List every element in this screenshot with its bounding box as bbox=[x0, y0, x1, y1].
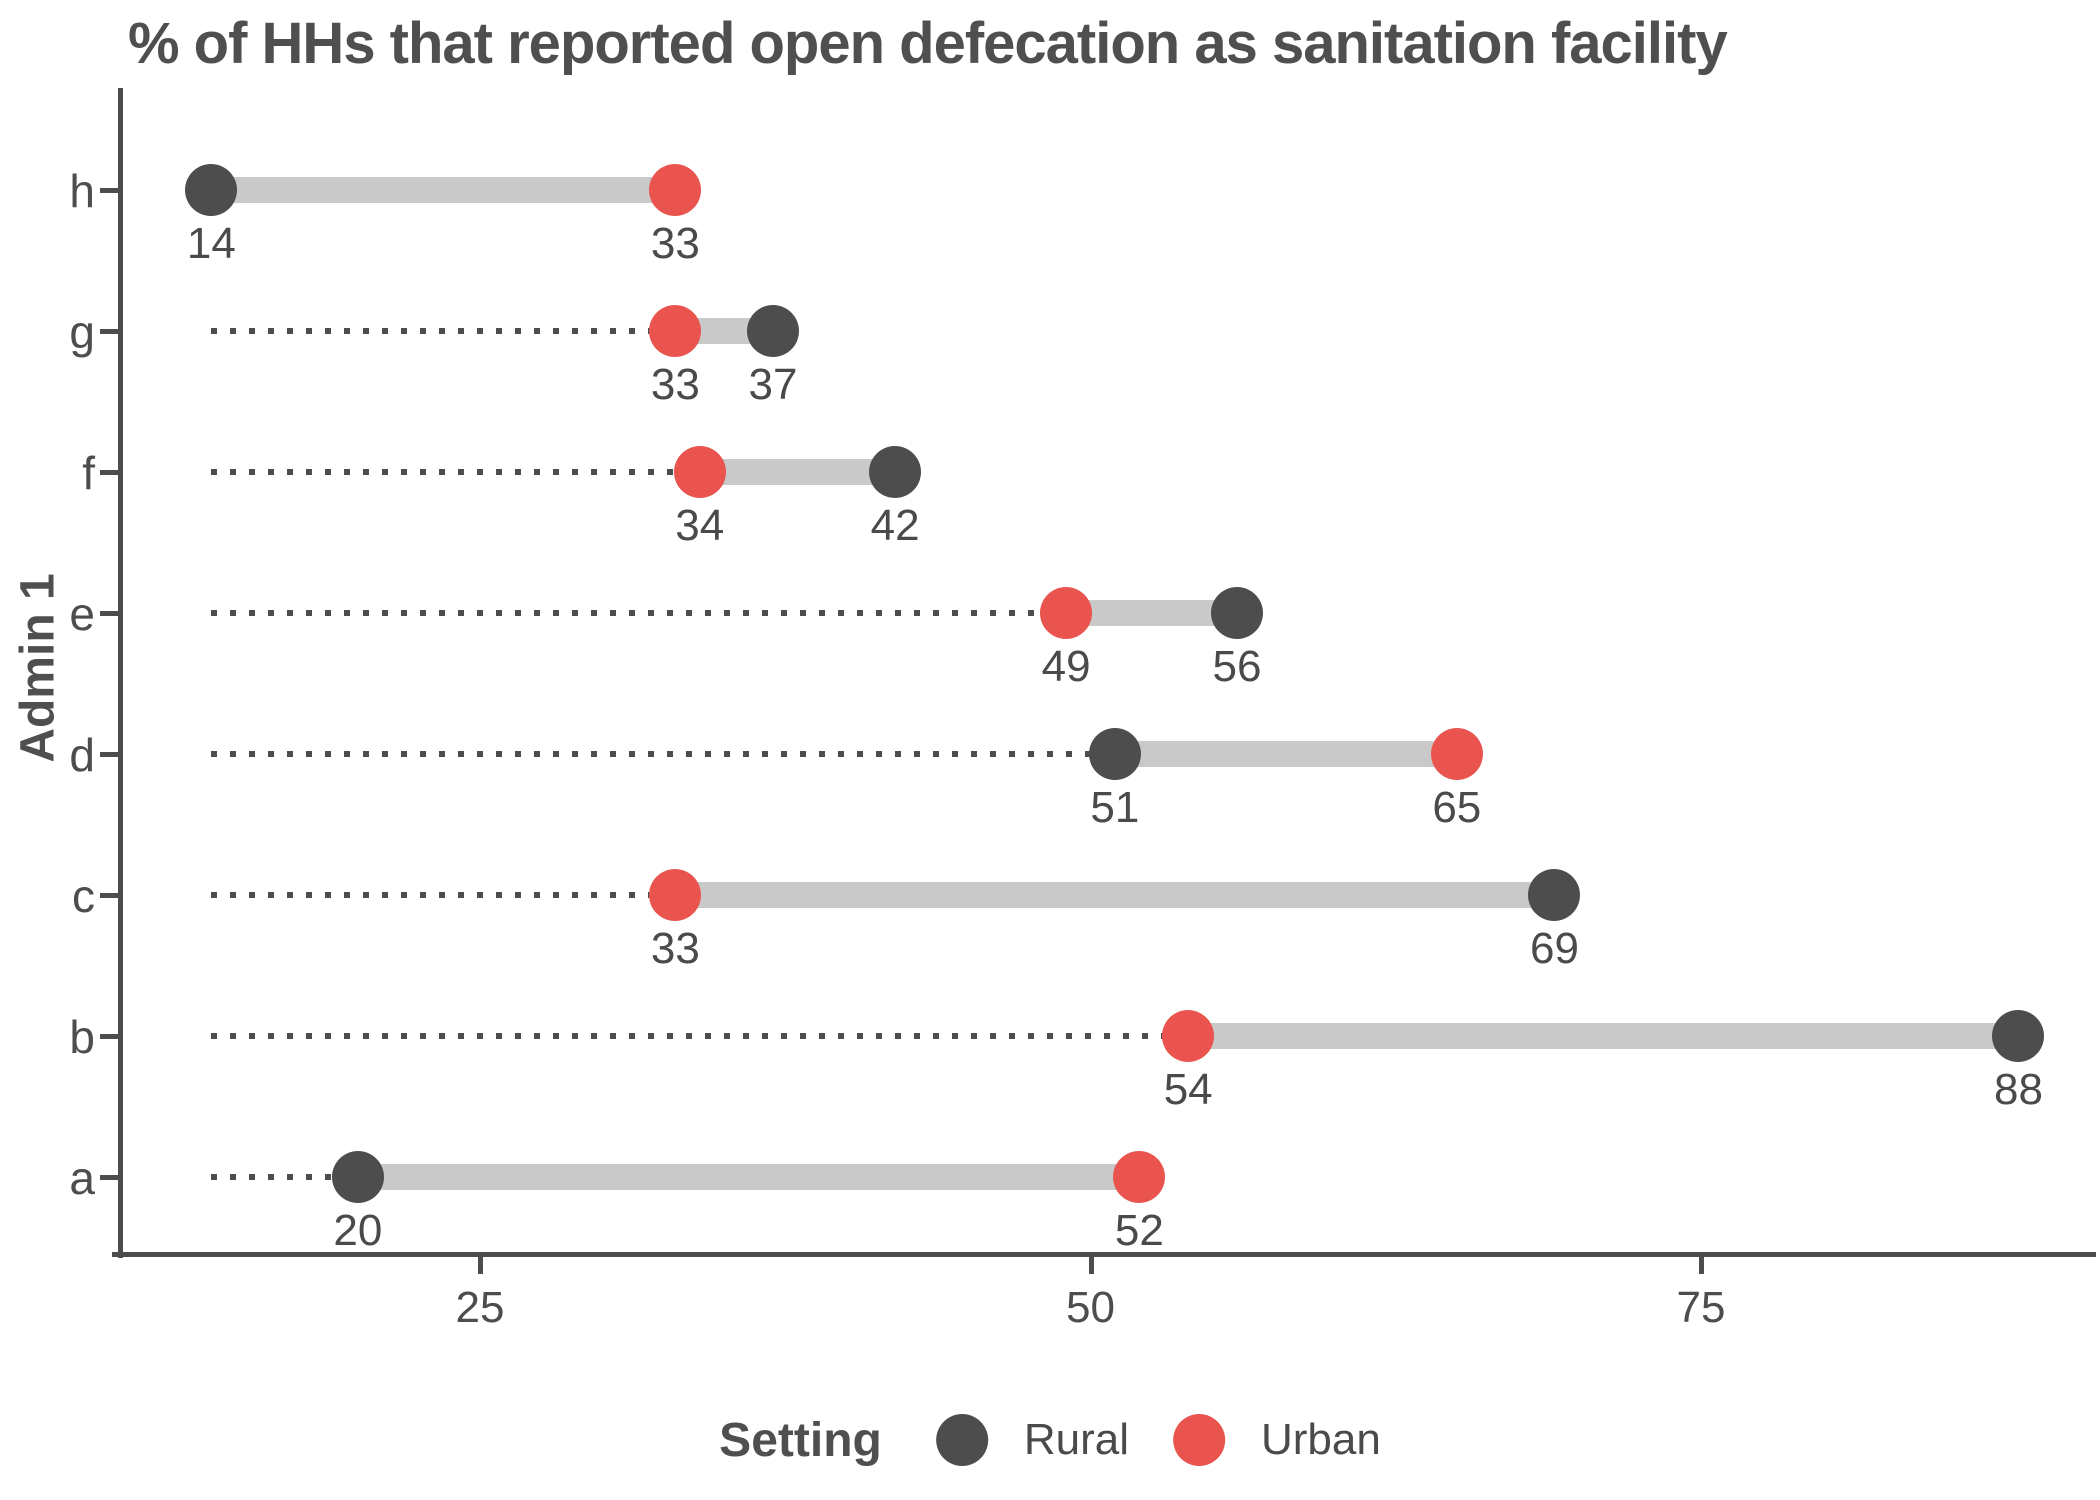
rural-value-label: 56 bbox=[1212, 642, 1262, 691]
y-tick-label: e bbox=[69, 588, 95, 640]
y-tick-mark bbox=[100, 1175, 118, 1180]
legend-item-urban: Urban bbox=[1172, 1414, 1381, 1466]
y-tick-label: f bbox=[82, 447, 95, 499]
urban-dot bbox=[649, 305, 702, 357]
urban-value-label: 49 bbox=[1041, 642, 1091, 691]
y-tick-mark bbox=[100, 752, 118, 757]
x-tick-mark bbox=[1088, 1254, 1094, 1274]
rural-dot bbox=[1528, 869, 1581, 921]
x-tick-mark bbox=[478, 1254, 483, 1274]
urban-value-label: 33 bbox=[650, 360, 700, 409]
rural-legend-label: Rural bbox=[1023, 1415, 1129, 1464]
urban-dot bbox=[673, 446, 726, 498]
rural-dot bbox=[1211, 587, 1264, 639]
x-tick-label: 50 bbox=[1066, 1283, 1115, 1332]
leader-line bbox=[211, 1174, 358, 1180]
leader-line bbox=[211, 751, 1115, 757]
connector-bar bbox=[675, 882, 1555, 908]
urban-dot bbox=[649, 869, 702, 921]
urban-dot bbox=[1430, 728, 1483, 780]
x-axis-line bbox=[112, 1252, 2096, 1257]
connector-bar bbox=[1188, 1023, 2019, 1049]
rural-dot bbox=[1088, 728, 1141, 780]
connector-bar bbox=[1066, 600, 1238, 626]
urban-value-label: 33 bbox=[650, 924, 700, 973]
y-axis-line bbox=[118, 88, 123, 1258]
leader-line bbox=[211, 1033, 1189, 1039]
rural-value-label: 42 bbox=[870, 501, 920, 550]
rural-value-label: 20 bbox=[333, 1206, 383, 1255]
y-tick-mark bbox=[100, 329, 118, 334]
y-tick-label: d bbox=[69, 729, 95, 781]
rural-value-label: 51 bbox=[1090, 783, 1140, 832]
urban-value-label: 65 bbox=[1432, 783, 1482, 832]
y-tick-label: c bbox=[72, 870, 95, 922]
rural-value-label: 14 bbox=[186, 219, 236, 268]
leader-line bbox=[211, 610, 1067, 616]
urban-dot bbox=[1040, 587, 1093, 639]
urban-value-label: 33 bbox=[650, 219, 700, 268]
rural-dot bbox=[185, 164, 238, 216]
y-tick-mark bbox=[100, 188, 118, 193]
rural-dot bbox=[747, 305, 800, 357]
rural-legend-dot bbox=[935, 1414, 988, 1466]
urban-dot bbox=[649, 164, 702, 216]
y-tick-label: b bbox=[69, 1011, 95, 1063]
connector-bar bbox=[211, 177, 676, 203]
x-tick-label: 75 bbox=[1676, 1283, 1726, 1332]
y-tick-mark bbox=[100, 470, 118, 475]
urban-legend-dot bbox=[1172, 1414, 1225, 1466]
rural-value-label: 37 bbox=[748, 360, 798, 409]
rural-dot bbox=[1992, 1010, 2045, 1062]
rural-value-label: 88 bbox=[1993, 1065, 2043, 1114]
leader-line bbox=[211, 892, 676, 898]
urban-value-label: 52 bbox=[1114, 1206, 1164, 1255]
urban-dot bbox=[1113, 1151, 1166, 1203]
y-tick-label: g bbox=[69, 306, 95, 358]
y-tick-label: h bbox=[69, 165, 95, 217]
connector-bar bbox=[1114, 741, 1457, 767]
chart-title: % of HHs that reported open defecation a… bbox=[128, 11, 1728, 76]
legend-title: Setting bbox=[719, 1413, 882, 1467]
x-tick-mark bbox=[1699, 1254, 1704, 1274]
connector-bar bbox=[357, 1164, 1140, 1190]
legend-item-rural: Rural bbox=[935, 1414, 1129, 1466]
urban-dot bbox=[1162, 1010, 1215, 1062]
y-tick-mark bbox=[100, 611, 118, 616]
rural-value-label: 69 bbox=[1529, 924, 1579, 973]
leader-line bbox=[211, 469, 700, 475]
urban-value-label: 54 bbox=[1163, 1065, 1213, 1114]
leader-line bbox=[211, 328, 676, 334]
rural-dot bbox=[331, 1151, 384, 1203]
y-tick-label: a bbox=[69, 1152, 95, 1204]
rural-dot bbox=[869, 446, 922, 498]
urban-legend-label: Urban bbox=[1260, 1415, 1381, 1464]
y-tick-mark bbox=[100, 893, 118, 898]
connector-bar bbox=[699, 459, 896, 485]
urban-value-label: 34 bbox=[675, 501, 725, 550]
x-tick-label: 25 bbox=[455, 1283, 505, 1332]
legend: Setting Rural Urban bbox=[719, 1408, 1381, 1472]
y-tick-mark bbox=[100, 1034, 118, 1039]
